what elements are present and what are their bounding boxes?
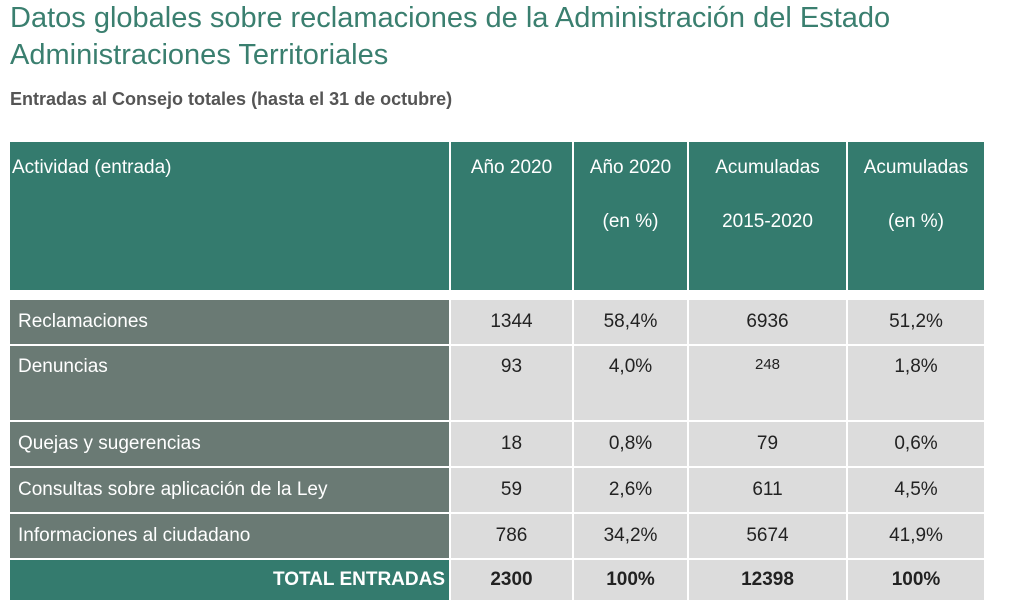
cell-cumulative-pct: 41,9% (847, 513, 986, 560)
title-line-1: Datos globales sobre reclamaciones de la… (10, 2, 891, 34)
cell-year: 786 (450, 513, 574, 560)
column-header-label: Acumuladas (715, 157, 820, 178)
column-header-year: Año 2020 (450, 142, 574, 290)
row-label: Quejas y sugerencias (10, 421, 451, 468)
cell-year-pct: 34,2% (573, 513, 689, 560)
column-header-label: Acumuladas (863, 157, 969, 178)
column-header-activity: Actividad (entrada) (10, 142, 451, 290)
table-row: Informaciones al ciudadano 786 34,2% 567… (10, 513, 986, 560)
column-header-year-pct: Año 2020 (en %) (573, 142, 689, 290)
total-cumulative: 12398 (688, 559, 848, 602)
row-label: Denuncias (10, 345, 451, 422)
table-subtitle: Entradas al Consejo totales (hasta el 31… (10, 89, 453, 109)
row-label: Consultas sobre aplicación de la Ley (10, 467, 451, 514)
column-header-label: Actividad (entrada) (12, 157, 172, 178)
cell-year-pct: 4,0% (573, 345, 689, 422)
total-year: 2300 (450, 559, 574, 602)
total-label: TOTAL ENTRADAS (10, 559, 451, 602)
table-row: Quejas y sugerencias 18 0,8% 79 0,6% (10, 421, 986, 468)
cell-cumulative: 79 (688, 421, 848, 468)
cell-year: 1344 (450, 299, 574, 346)
cell-year: 93 (450, 345, 574, 422)
cell-cumulative-pct: 0,6% (847, 421, 986, 468)
cell-year-pct: 2,6% (573, 467, 689, 514)
column-header-cumulative-pct: Acumuladas (en %) (847, 142, 986, 290)
cell-year-pct: 0,8% (573, 421, 689, 468)
table-row: Consultas sobre aplicación de la Ley 59 … (10, 467, 986, 514)
table-total-row: TOTAL ENTRADAS 2300 100% 12398 100% (10, 559, 986, 602)
cell-cumulative: 248 (688, 345, 848, 422)
cell-year: 59 (450, 467, 574, 514)
table-header-row: Actividad (entrada) Año 2020 Año 2020 (e… (10, 142, 986, 290)
table-row: Reclamaciones 1344 58,4% 6936 51,2% (10, 299, 986, 346)
title-line-2: Administraciones Territoriales (10, 39, 389, 71)
cell-cumulative-pct: 1,8% (847, 345, 986, 422)
row-label: Informaciones al ciudadano (10, 513, 451, 560)
column-header-sublabel: (en %) (888, 211, 944, 232)
cell-cumulative: 6936 (688, 299, 848, 346)
page-title: Datos globales sobre reclamaciones de la… (10, 0, 1020, 74)
data-table: Actividad (entrada) Año 2020 Año 2020 (e… (10, 142, 986, 602)
column-header-cumulative: Acumuladas 2015-2020 (688, 142, 848, 290)
column-header-sublabel: 2015-2020 (722, 211, 813, 232)
column-header-sublabel: (en %) (602, 211, 659, 232)
row-label: Reclamaciones (10, 299, 451, 346)
cell-cumulative: 5674 (688, 513, 848, 560)
cell-year-pct: 58,4% (573, 299, 689, 346)
cell-year: 18 (450, 421, 574, 468)
total-year-pct: 100% (573, 559, 689, 602)
table-row: Denuncias 93 4,0% 248 1,8% (10, 345, 986, 422)
column-header-label: Año 2020 (589, 157, 672, 178)
total-cumulative-pct: 100% (847, 559, 986, 602)
table-spacer (10, 290, 986, 300)
cell-cumulative-pct: 51,2% (847, 299, 986, 346)
cell-cumulative-pct: 4,5% (847, 467, 986, 514)
column-header-label: Año 2020 (470, 157, 553, 178)
cell-cumulative: 611 (688, 467, 848, 514)
